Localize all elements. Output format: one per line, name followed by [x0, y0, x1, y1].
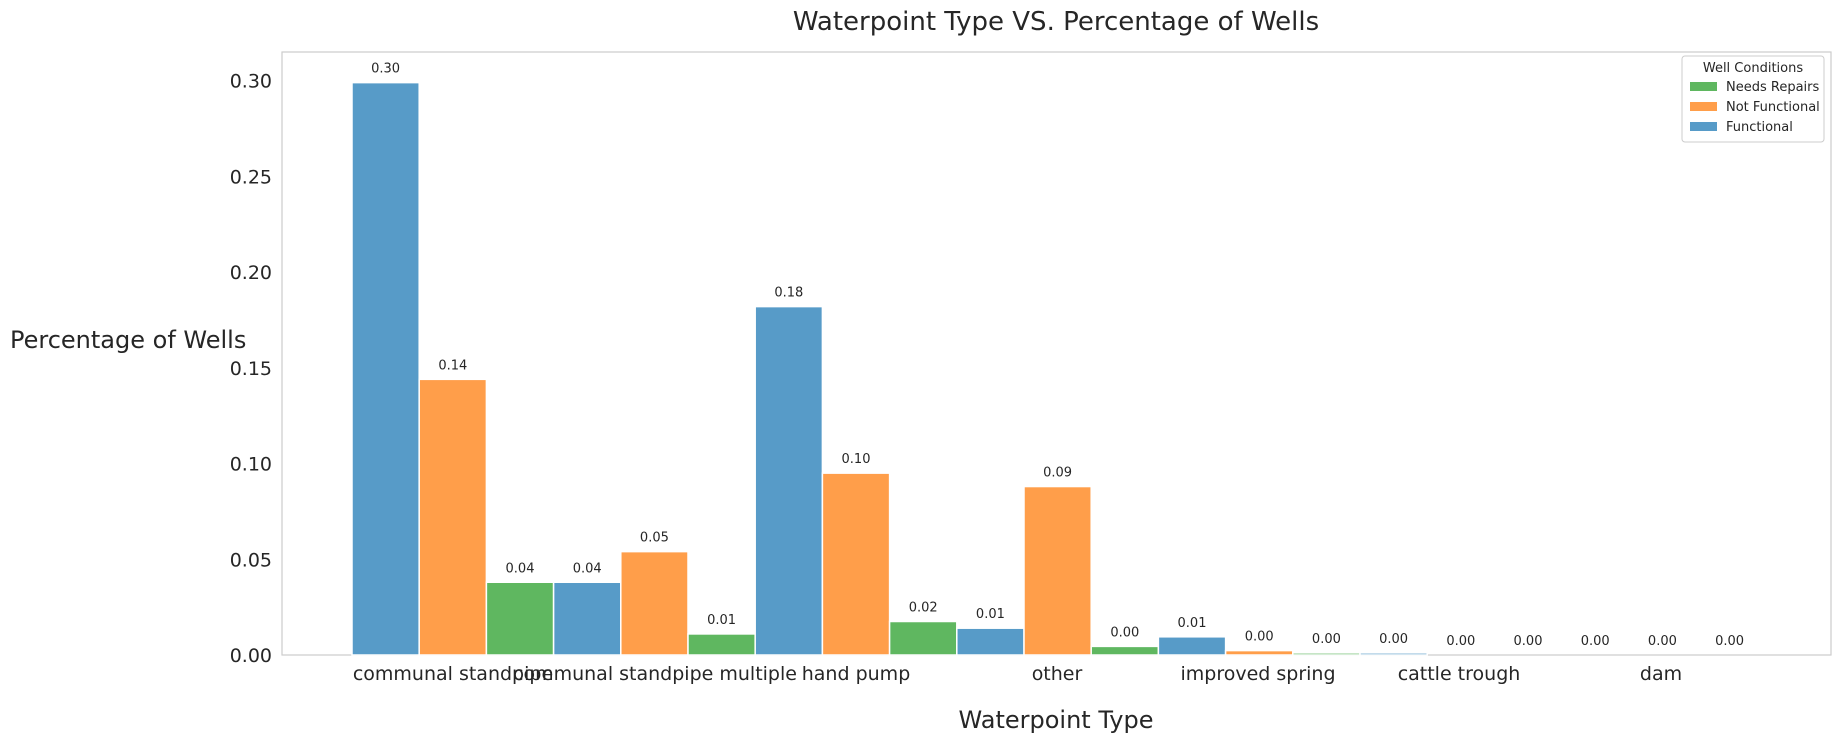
bar-value-label: 0.18 — [774, 286, 803, 301]
bar-functional — [1359, 652, 1428, 656]
y-axis-label: Percentage of Wells — [10, 326, 246, 354]
y-ticks: 0.00 0.05 0.10 0.15 0.20 0.25 0.30 — [230, 71, 272, 667]
bar-needs-repairs — [687, 633, 756, 656]
bar-value-label: 0.00 — [1312, 632, 1341, 647]
bar-not-functional — [418, 378, 488, 656]
bar-functional — [351, 81, 420, 656]
x-tick-label: improved spring — [1180, 663, 1335, 685]
bar-needs-repairs — [888, 620, 958, 656]
bar-functional — [1157, 636, 1227, 656]
legend-entry-label: Functional — [1726, 120, 1793, 135]
legend-entry-label: Needs Repairs — [1726, 80, 1819, 95]
bar-value-label: 0.01 — [1178, 616, 1207, 631]
bar-value-label: 0.00 — [1715, 634, 1744, 649]
bar-value-label: 0.00 — [1446, 634, 1475, 649]
bar-value-label: 0.30 — [371, 62, 400, 77]
bar-value-label: 0.01 — [707, 613, 736, 628]
bar-value-label: 0.14 — [438, 358, 467, 373]
bar-functional — [956, 627, 1025, 656]
legend-entry-label: Not Functional — [1726, 100, 1820, 115]
legend-swatch — [1690, 122, 1717, 131]
bar-value-label: 0.00 — [1110, 625, 1139, 640]
y-tick-label: 0.20 — [230, 262, 272, 284]
y-tick-label: 0.05 — [230, 549, 272, 571]
bar-value-label: 0.05 — [640, 531, 669, 546]
bar-not-functional — [620, 550, 689, 656]
bar-value-label: 0.00 — [1581, 634, 1610, 649]
bar-value-label: 0.00 — [1648, 634, 1677, 649]
x-tick-label: communal standpipe — [353, 663, 553, 685]
y-tick-label: 0.15 — [230, 358, 272, 380]
bar-needs-repairs — [485, 581, 555, 656]
bar-labels-group: 0.30 0.14 0.04 0.04 0.05 0.01 0.18 0.10 0.02 0.01… — [371, 62, 1744, 649]
bar-value-label: 0.09 — [1043, 466, 1072, 481]
legend-box — [1681, 55, 1825, 143]
legend-swatch — [1690, 102, 1717, 111]
x-tick-label: other — [1032, 663, 1083, 685]
bar-value-label: 0.02 — [909, 601, 938, 616]
x-tick-label: hand pump — [802, 663, 911, 685]
bar-value-label: 0.10 — [842, 452, 871, 467]
bar-value-label: 0.01 — [976, 607, 1005, 622]
bar-needs-repairs — [1090, 645, 1160, 656]
bars-group — [351, 81, 1428, 656]
y-tick-label: 0.10 — [230, 454, 272, 476]
bar-value-label: 0.04 — [506, 561, 535, 576]
bar-not-functional — [1224, 649, 1294, 656]
x-tick-label: cattle trough — [1398, 663, 1521, 685]
bar-needs-repairs — [1292, 652, 1361, 656]
y-tick-label: 0.25 — [230, 166, 272, 188]
y-tick-label: 0.00 — [230, 645, 272, 667]
x-tick-label: communal standpipe multiple — [513, 663, 797, 685]
bar-value-label: 0.00 — [1245, 630, 1274, 645]
bar-not-functional — [821, 472, 891, 656]
x-tick-label: dam — [1640, 663, 1682, 685]
legend-swatch — [1690, 82, 1717, 91]
bar-value-label: 0.00 — [1379, 632, 1408, 647]
bar-functional — [754, 305, 824, 656]
bar-functional — [552, 581, 622, 656]
chart-title: Waterpoint Type VS. Percentage of Wells — [793, 7, 1319, 37]
x-axis-label: Waterpoint Type — [959, 706, 1154, 734]
legend-title: Well Conditions — [1703, 61, 1803, 76]
bar-not-functional — [1023, 485, 1092, 656]
legend: Well Conditions Needs Repairs Not Functio… — [1681, 55, 1825, 143]
legend-items: Needs Repairs Not Functional Functional — [1690, 80, 1820, 135]
bar-value-label: 0.04 — [573, 561, 602, 576]
bar-value-label: 0.00 — [1514, 634, 1543, 649]
y-tick-label: 0.30 — [230, 71, 272, 93]
